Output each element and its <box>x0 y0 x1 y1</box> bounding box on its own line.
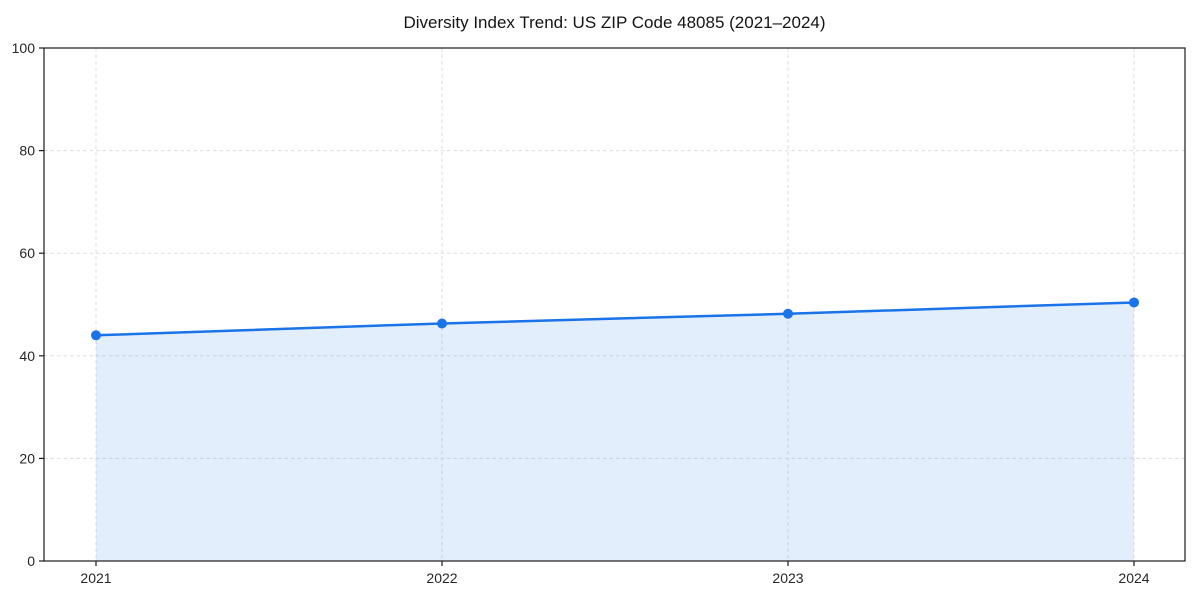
chart-title: Diversity Index Trend: US ZIP Code 48085… <box>403 13 826 32</box>
y-tick-label: 60 <box>19 245 35 261</box>
y-tick-label: 0 <box>27 553 35 569</box>
x-tick-label: 2022 <box>426 570 457 586</box>
y-tick-label: 40 <box>19 348 35 364</box>
x-tick-label: 2024 <box>1118 570 1149 586</box>
data-point <box>91 330 101 341</box>
y-tick-label: 80 <box>19 143 35 159</box>
y-tick-label: 100 <box>12 40 36 56</box>
plot-border <box>43 47 1186 562</box>
data-point <box>783 308 793 319</box>
y-tick-label: 20 <box>19 450 35 466</box>
x-tick-label: 2021 <box>80 570 111 586</box>
data-point <box>1129 297 1139 308</box>
data-point <box>437 318 447 329</box>
area-fill <box>96 302 1134 561</box>
x-tick-label: 2023 <box>772 570 803 586</box>
trend-line <box>94 301 1136 337</box>
